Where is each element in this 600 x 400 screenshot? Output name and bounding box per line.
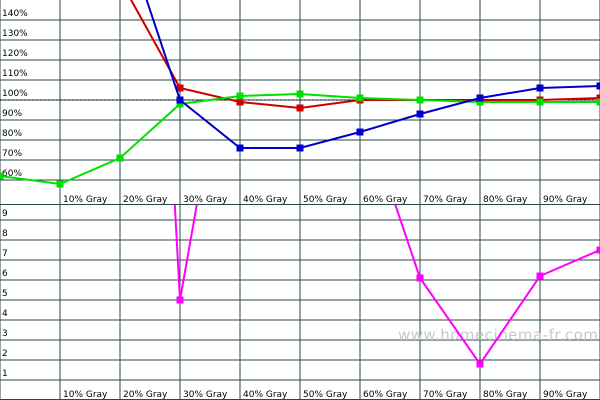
data-point <box>296 144 304 152</box>
plot-area <box>0 0 600 188</box>
watermark: www.homecinema-fr.com <box>398 326 598 344</box>
x-tick-label: 50% Gray <box>303 390 348 400</box>
y-tick-label: 80% <box>2 129 22 139</box>
y-tick-label: 130% <box>2 29 28 39</box>
y-tick-label: 60% <box>2 169 22 179</box>
data-point <box>596 246 600 254</box>
data-point <box>236 98 244 106</box>
data-point <box>176 96 184 104</box>
data-point <box>536 272 544 280</box>
x-tick-label: 50% Gray <box>303 195 348 205</box>
x-tick-label: 40% Gray <box>243 390 288 400</box>
plot-area <box>173 205 600 368</box>
y-tick-label: 120% <box>2 49 28 59</box>
y-tick-label: 70% <box>2 149 22 159</box>
x-tick-label: 10% Gray <box>63 390 108 400</box>
data-point <box>596 98 600 106</box>
x-tick-label: 80% Gray <box>483 195 528 205</box>
data-point <box>356 94 364 102</box>
data-point <box>296 90 304 98</box>
x-tick-label: 10% Gray <box>63 195 108 205</box>
data-point <box>176 84 184 92</box>
data-point <box>536 84 544 92</box>
data-point <box>596 94 600 102</box>
y-tick-label: 8 <box>2 229 8 239</box>
x-tick-label: 70% Gray <box>423 195 468 205</box>
y-tick-label: 6 <box>2 269 8 279</box>
data-point <box>596 82 600 90</box>
x-tick-label: 60% Gray <box>363 390 408 400</box>
y-tick-label: 110% <box>2 69 28 79</box>
data-point <box>476 360 484 368</box>
data-point <box>236 92 244 100</box>
y-tick-label: 7 <box>2 249 8 259</box>
y-tick-label: 9 <box>2 209 8 219</box>
x-tick-label: 40% Gray <box>243 195 288 205</box>
data-point <box>416 274 424 282</box>
data-point <box>296 104 304 112</box>
x-tick-label: 30% Gray <box>183 390 228 400</box>
x-tick-label: 80% Gray <box>483 390 528 400</box>
y-tick-label: 3 <box>2 329 8 339</box>
y-tick-label: 100% <box>2 89 28 99</box>
data-point <box>116 154 124 162</box>
data-point <box>476 98 484 106</box>
y-tick-label: 2 <box>2 349 8 359</box>
x-tick-label: 20% Gray <box>123 195 168 205</box>
series-line <box>173 205 600 366</box>
x-tick-label: 70% Gray <box>423 390 468 400</box>
y-tick-label: 1 <box>2 369 8 379</box>
y-tick-label: 4 <box>2 309 8 319</box>
y-tick-label: 90% <box>2 109 22 119</box>
data-point <box>176 100 184 108</box>
x-tick-label: 30% Gray <box>183 195 228 205</box>
x-tick-label: 90% Gray <box>543 390 588 400</box>
y-tick-label: 140% <box>2 9 28 19</box>
data-point <box>476 94 484 102</box>
data-point <box>56 180 64 188</box>
data-point <box>416 96 424 104</box>
x-tick-label: 60% Gray <box>363 195 408 205</box>
x-tick-label: 90% Gray <box>543 195 588 205</box>
data-point <box>176 296 184 304</box>
x-tick-label: 20% Gray <box>123 390 168 400</box>
data-point <box>0 172 4 180</box>
data-point <box>356 128 364 136</box>
y-tick-label: 5 <box>2 289 8 299</box>
data-point <box>236 144 244 152</box>
data-point <box>536 98 544 106</box>
data-point <box>416 110 424 118</box>
